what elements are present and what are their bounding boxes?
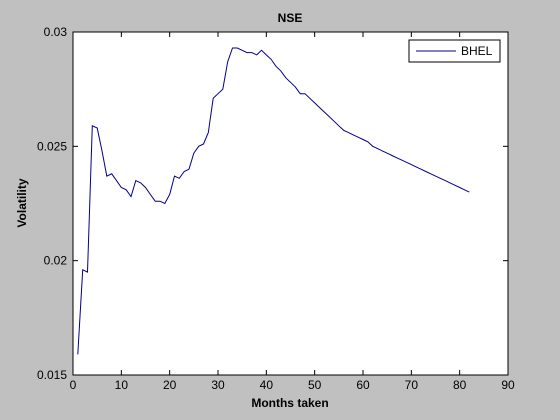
x-tick-label: 40	[260, 378, 274, 392]
y-tick-label: 0.02	[44, 254, 68, 268]
plot-area	[72, 31, 509, 376]
x-tick-label: 50	[308, 378, 322, 392]
ticks-layer: 0 10 20 30 40 50 60 70 80 90 0.015 0.02 0.025 0.03	[37, 25, 515, 392]
x-axis-label: Months taken	[251, 396, 328, 410]
legend: BHEL	[408, 39, 501, 63]
x-tick-label: 20	[163, 378, 177, 392]
x-tick-label: 10	[115, 378, 129, 392]
y-tick-label: 0.015	[37, 368, 67, 382]
series-line-bhel	[77, 47, 470, 355]
y-axis-label: Volatility	[15, 178, 29, 227]
series-layer	[77, 47, 470, 355]
y-tick-label: 0.03	[44, 25, 68, 39]
x-tick-label: 60	[356, 378, 370, 392]
legend-label-bhel: BHEL	[461, 44, 493, 58]
chart-title: NSE	[278, 11, 303, 25]
x-tick-label: 70	[405, 378, 419, 392]
x-tick-label: 80	[453, 378, 467, 392]
x-tick-label: 0	[70, 378, 77, 392]
y-tick-label: 0.025	[37, 139, 67, 153]
x-tick-label: 30	[211, 378, 225, 392]
x-tick-label: 90	[501, 378, 515, 392]
